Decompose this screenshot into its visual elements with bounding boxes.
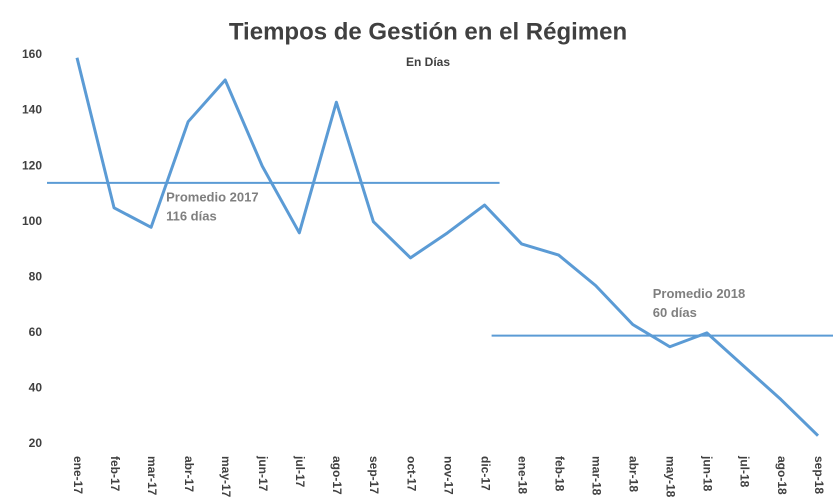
x-tick-label: jun-17 (256, 455, 270, 492)
y-tick-label: 80 (29, 269, 43, 283)
annotation: Promedio 2018 (653, 286, 746, 301)
x-tick-label: dic-17 (478, 456, 492, 491)
x-tick-label: sep-17 (367, 456, 381, 494)
x-tick-label: jul-17 (293, 455, 307, 488)
x-tick-label: may-18 (664, 456, 678, 498)
annotation: Promedio 2017 (166, 189, 259, 204)
y-tick-label: 140 (22, 103, 42, 117)
x-tick-label: feb-17 (108, 456, 122, 492)
x-tick-label: ene-18 (515, 456, 529, 494)
x-tick-label: ago-17 (330, 456, 344, 495)
y-tick-label: 60 (29, 325, 43, 339)
x-tick-label: jul-18 (738, 455, 752, 488)
x-tick-label: abr-17 (182, 456, 196, 492)
y-tick-label: 160 (22, 47, 42, 61)
chart-title: Tiempos de Gestión en el Régimen (229, 18, 627, 45)
x-tick-label: nov-17 (441, 456, 455, 495)
data-line (75, 57, 820, 437)
chart-subtitle: En Días (406, 55, 450, 69)
x-tick-label: jun-18 (701, 455, 715, 492)
x-tick-label: mar-18 (590, 456, 604, 496)
x-tick-label: ene-17 (71, 456, 85, 494)
annotation: 60 días (653, 305, 697, 320)
x-tick-label: feb-18 (552, 456, 566, 492)
x-tick-label: ago-18 (775, 456, 789, 495)
annotation: 116 días (166, 208, 217, 223)
y-tick-label: 100 (22, 214, 42, 228)
x-tick-label: may-17 (219, 456, 233, 498)
y-tick-label: 120 (22, 158, 42, 172)
x-tick-label: sep-18 (812, 456, 826, 494)
y-tick-label: 40 (29, 381, 43, 395)
x-tick-label: abr-18 (627, 456, 641, 492)
y-tick-label: 20 (29, 436, 43, 450)
x-tick-label: mar-17 (145, 456, 159, 496)
x-tick-label: oct-17 (404, 456, 418, 492)
